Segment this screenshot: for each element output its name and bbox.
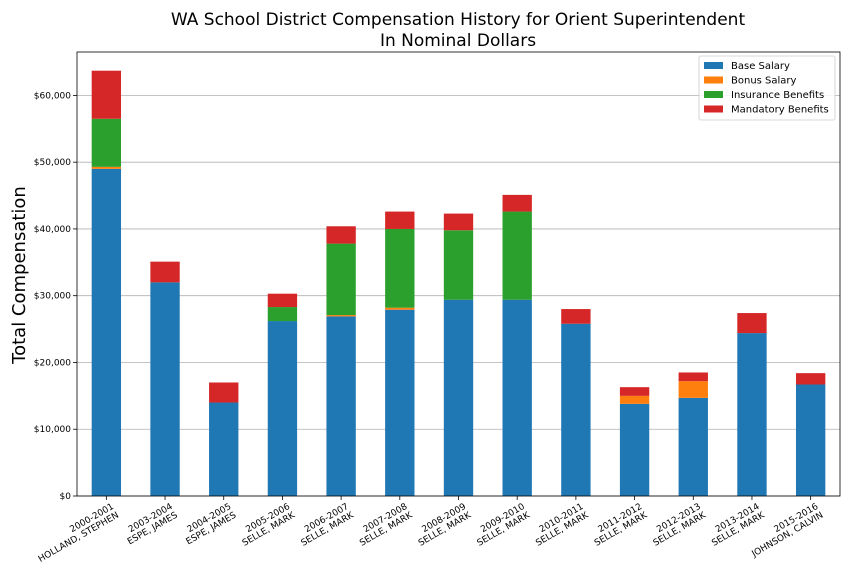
bar-segment: [737, 333, 767, 496]
bar-segment: [267, 293, 298, 308]
bar-segment: [326, 315, 356, 317]
chart-title-line-1: WA School District Compensation History …: [171, 10, 746, 30]
y-tick-label: $50,000: [34, 158, 71, 168]
bars: [91, 70, 826, 496]
legend-label: Bonus Salary: [731, 76, 797, 87]
bar-segment: [91, 168, 122, 496]
legend-label: Mandatory Benefits: [731, 105, 829, 116]
y-tick-label: $40,000: [34, 225, 71, 235]
bar-segment: [619, 387, 650, 396]
bar-segment: [443, 213, 474, 231]
bar-segment: [795, 384, 826, 496]
bar-segment: [385, 307, 415, 310]
bar-segment: [443, 299, 474, 496]
bar-segment: [678, 381, 708, 398]
bar-segment: [91, 166, 122, 169]
legend-label: Base Salary: [731, 61, 790, 72]
bar-segment: [502, 194, 532, 212]
bar-segment: [619, 395, 650, 404]
legend-swatch: [704, 76, 723, 84]
y-tick-label: $30,000: [34, 292, 71, 302]
bar-segment: [326, 226, 356, 244]
legend-swatch: [704, 62, 723, 69]
bar-segment: [150, 282, 180, 496]
bar-segment: [795, 373, 826, 385]
bar-segment: [150, 261, 180, 283]
y-ticks: $0 $10,000 $20,000 $30,000 $40,000 $50,000 $60…: [34, 91, 77, 502]
legend-box: [698, 55, 836, 121]
y-tick-label: $20,000: [34, 358, 71, 368]
bar-segment: [209, 382, 239, 403]
y-tick-label: $10,000: [34, 425, 71, 435]
bar-segment: [326, 243, 356, 316]
y-tick-label: $0: [60, 492, 72, 502]
bar-segment: [678, 397, 708, 496]
bar-segment: [619, 403, 650, 496]
bar-segment: [502, 211, 532, 300]
legend: Base Salary Bonus Salary Insurance Benefit…: [698, 55, 836, 121]
bar-segment: [561, 309, 591, 324]
chart-title-line-2: In Nominal Dollars: [380, 31, 536, 51]
y-axis-label: Total Compensation: [9, 186, 30, 365]
x-tick-label-line: HOLLAND, STEPHEN: [37, 511, 121, 565]
bar-segment: [267, 307, 298, 322]
bar-segment: [443, 230, 474, 300]
bar-segment: [209, 402, 239, 496]
bar-segment: [267, 321, 298, 496]
legend-swatch: [704, 105, 723, 113]
bar-segment: [91, 70, 122, 119]
bar-segment: [561, 323, 591, 496]
bar-segment: [385, 309, 415, 496]
bar-segment: [385, 228, 415, 308]
legend-label: Insurance Benefits: [731, 90, 824, 101]
bar-segment: [502, 299, 532, 496]
bar-segment: [737, 313, 767, 334]
bar-segment: [326, 316, 356, 496]
y-tick-label: $60,000: [34, 91, 71, 101]
legend-swatch: [704, 91, 723, 98]
bar-segment: [678, 372, 708, 382]
bar-segment: [385, 211, 415, 229]
bar-segment: [91, 118, 122, 167]
